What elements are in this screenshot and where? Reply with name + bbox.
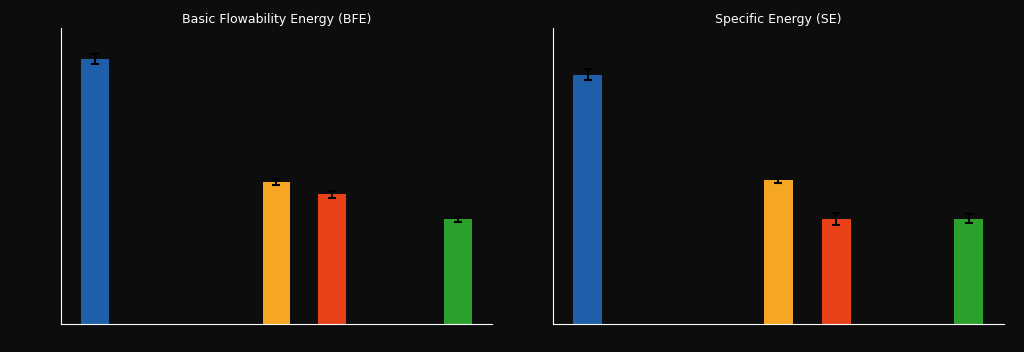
Bar	[764, 180, 793, 324]
Bar	[573, 75, 602, 324]
Bar	[262, 182, 291, 324]
Title: Specific Energy (SE): Specific Energy (SE)	[715, 13, 842, 26]
Title: Basic Flowability Energy (BFE): Basic Flowability Energy (BFE)	[182, 13, 371, 26]
Bar	[81, 59, 109, 324]
Bar	[444, 219, 472, 324]
Bar	[318, 194, 346, 324]
Bar	[954, 219, 983, 324]
Bar	[822, 219, 851, 324]
